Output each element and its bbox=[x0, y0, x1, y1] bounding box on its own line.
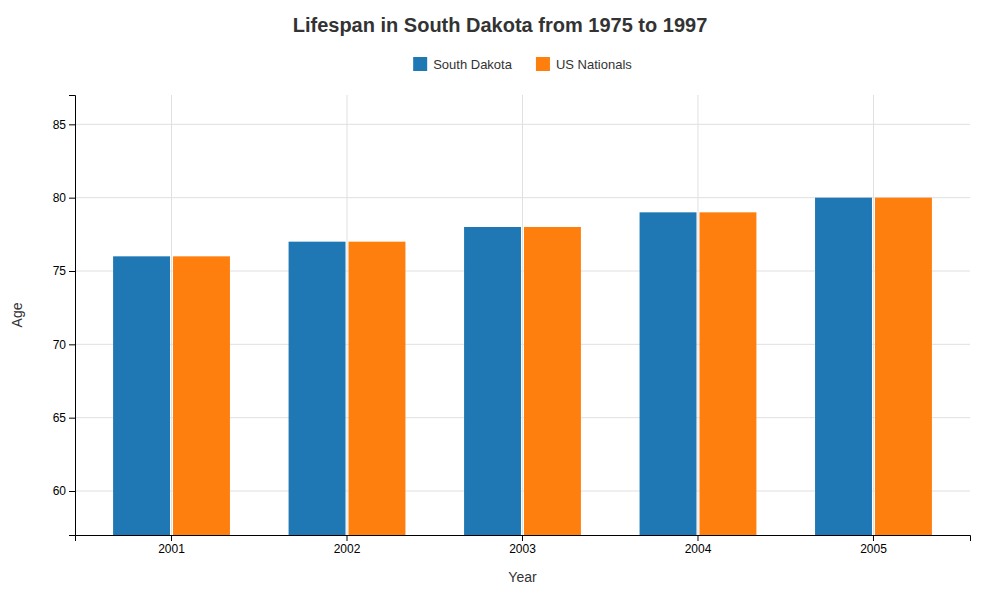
tick-label: 2004 bbox=[685, 542, 712, 556]
x-axis-title: Year bbox=[508, 569, 537, 585]
tick-mark bbox=[347, 535, 348, 541]
tick-mark bbox=[873, 535, 874, 541]
tick-label: 60 bbox=[53, 484, 67, 498]
legend: South Dakota US Nationals bbox=[413, 57, 632, 72]
tick-mark bbox=[69, 124, 75, 125]
legend-swatch bbox=[536, 57, 550, 71]
tick-label: 80 bbox=[53, 191, 67, 205]
tick: 2003 bbox=[509, 535, 536, 556]
bar bbox=[464, 227, 521, 535]
tick-label: 2001 bbox=[158, 542, 185, 556]
tick: 2005 bbox=[860, 535, 887, 556]
tick: 80 bbox=[53, 191, 75, 205]
bar bbox=[875, 198, 932, 535]
legend-swatch bbox=[413, 57, 427, 71]
grid-line bbox=[697, 95, 698, 535]
tick: 60 bbox=[53, 484, 75, 498]
tick-mark bbox=[69, 344, 75, 345]
tick: 2004 bbox=[685, 535, 712, 556]
y-axis-title: Age bbox=[9, 302, 25, 327]
legend-label: US Nationals bbox=[556, 57, 632, 72]
tick-mark bbox=[69, 271, 75, 272]
bar bbox=[699, 212, 756, 535]
tick-mark bbox=[69, 418, 75, 419]
bar bbox=[640, 212, 697, 535]
tick-mark bbox=[522, 535, 523, 541]
bar bbox=[524, 227, 581, 535]
tick: 2002 bbox=[334, 535, 361, 556]
y-axis: 60 65 70 75 80 85 bbox=[53, 96, 76, 536]
tick-mark bbox=[171, 535, 172, 541]
tick-label: 2003 bbox=[509, 542, 536, 556]
plot: 2001 2002 2003 2004 2005 60 65 70 75 80 85 bbox=[53, 95, 971, 556]
legend-item: US Nationals bbox=[536, 57, 632, 72]
grid bbox=[75, 95, 970, 535]
tick: 2001 bbox=[158, 535, 185, 556]
bar bbox=[113, 256, 170, 535]
bars bbox=[113, 198, 932, 535]
tick: 75 bbox=[53, 264, 75, 278]
bar bbox=[173, 256, 230, 535]
tick-label: 75 bbox=[53, 264, 67, 278]
tick-label: 85 bbox=[53, 118, 67, 132]
grid-line bbox=[873, 95, 874, 535]
tick-mark bbox=[69, 198, 75, 199]
bar bbox=[289, 242, 346, 535]
bar bbox=[349, 242, 406, 535]
axis-line bbox=[76, 536, 971, 542]
axis-line bbox=[69, 96, 76, 536]
title: Lifespan in South Dakota from 1975 to 19… bbox=[293, 14, 708, 36]
legend-label: South Dakota bbox=[433, 57, 513, 72]
bar bbox=[815, 198, 872, 535]
grid-line bbox=[522, 95, 523, 535]
tick-label: 2005 bbox=[860, 542, 887, 556]
x-axis: 2001 2002 2003 2004 2005 bbox=[76, 535, 971, 556]
grid-line bbox=[171, 95, 172, 535]
grid-line bbox=[347, 95, 348, 535]
tick-label: 2002 bbox=[334, 542, 361, 556]
legend-item: South Dakota bbox=[413, 57, 513, 72]
tick: 85 bbox=[53, 118, 75, 132]
tick: 65 bbox=[53, 411, 75, 425]
tick-mark bbox=[697, 535, 698, 541]
tick-mark bbox=[69, 491, 75, 492]
tick: 70 bbox=[53, 338, 75, 352]
chart: 2001 2002 2003 2004 2005 60 65 70 75 80 85 Lifespan… bbox=[0, 0, 1000, 600]
tick-label: 65 bbox=[53, 411, 67, 425]
tick-label: 70 bbox=[53, 338, 67, 352]
